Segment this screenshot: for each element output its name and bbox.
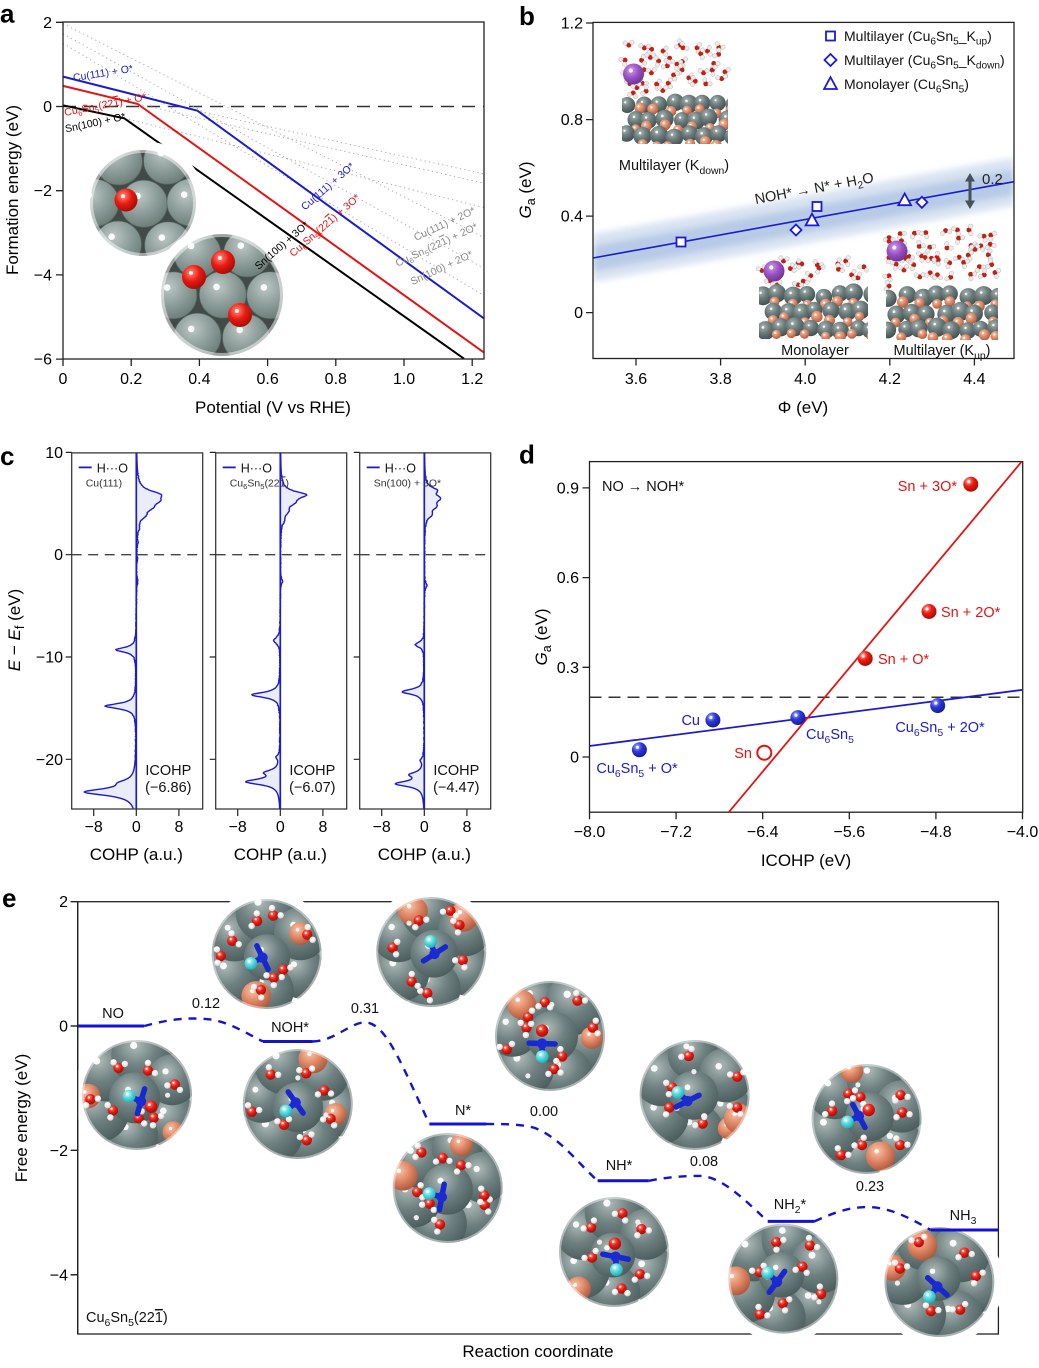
svg-text:−4: −4 — [50, 1267, 68, 1284]
svg-text:−7.2: −7.2 — [660, 824, 692, 841]
svg-text:−8: −8 — [229, 819, 247, 836]
svg-text:(−4.47): (−4.47) — [433, 780, 479, 796]
svg-text:0.8: 0.8 — [325, 371, 347, 388]
svg-text:−5.6: −5.6 — [834, 824, 866, 841]
svg-text:Formation energy (eV): Formation energy (eV) — [3, 105, 22, 275]
svg-text:−10: −10 — [36, 650, 63, 667]
svg-text:NH*: NH* — [606, 1158, 633, 1174]
svg-text:COHP (a.u.): COHP (a.u.) — [234, 845, 327, 864]
svg-text:0.2: 0.2 — [120, 371, 142, 388]
svg-text:ICOHP: ICOHP — [433, 763, 479, 779]
svg-text:Reaction coordinate: Reaction coordinate — [462, 1342, 613, 1361]
svg-text:e: e — [2, 883, 16, 913]
svg-text:−8: −8 — [85, 819, 103, 836]
svg-text:H···O: H···O — [97, 461, 129, 475]
svg-text:0: 0 — [570, 750, 579, 767]
svg-text:4.2: 4.2 — [879, 371, 901, 388]
svg-text:ICOHP: ICOHP — [289, 763, 335, 779]
svg-text:0.4: 0.4 — [561, 209, 583, 226]
svg-text:−4.0: −4.0 — [1007, 824, 1039, 841]
svg-text:8: 8 — [318, 819, 327, 836]
svg-text:Sn + 2O*: Sn + 2O* — [941, 605, 1001, 621]
svg-text:−8.0: −8.0 — [574, 824, 606, 841]
svg-text:−2: −2 — [50, 1143, 68, 1160]
svg-text:0: 0 — [59, 371, 68, 388]
svg-text:COHP (a.u.): COHP (a.u.) — [90, 845, 183, 864]
svg-text:2: 2 — [59, 894, 68, 911]
svg-text:−8: −8 — [373, 819, 391, 836]
svg-text:8: 8 — [174, 819, 183, 836]
svg-text:−20: −20 — [36, 752, 63, 769]
svg-text:E − Ef (eV): E − Ef (eV) — [5, 589, 27, 671]
svg-text:N*: N* — [455, 1103, 471, 1119]
svg-text:0.3: 0.3 — [557, 660, 579, 677]
svg-text:a: a — [0, 0, 15, 29]
svg-text:NOH*: NOH* — [271, 1020, 309, 1036]
svg-text:Cu: Cu — [681, 713, 700, 729]
svg-text:Sn + 3O*: Sn + 3O* — [898, 479, 958, 495]
svg-text:c: c — [0, 441, 14, 471]
svg-text:Sn: Sn — [734, 746, 752, 762]
svg-text:−2: −2 — [34, 183, 52, 200]
svg-text:NO: NO — [102, 1006, 124, 1022]
svg-text:Ga (eV): Ga (eV) — [516, 161, 538, 218]
svg-text:−4: −4 — [34, 267, 52, 284]
svg-text:0: 0 — [132, 819, 141, 836]
svg-text:Potential (V vs RHE): Potential (V vs RHE) — [195, 398, 351, 417]
svg-text:0.12: 0.12 — [192, 996, 220, 1012]
svg-text:Sn(100) + 3O*: Sn(100) + 3O* — [374, 477, 441, 489]
svg-text:0.8: 0.8 — [561, 112, 583, 129]
svg-text:Cu6​Sn5​(221): Cu6​Sn5​(221) — [86, 1310, 168, 1329]
svg-text:10: 10 — [45, 445, 63, 462]
svg-text:−4.8: −4.8 — [920, 824, 952, 841]
svg-text:Cu(111): Cu(111) — [86, 477, 122, 489]
svg-text:1.0: 1.0 — [393, 371, 415, 388]
svg-text:0.6: 0.6 — [256, 371, 278, 388]
svg-text:Φ (eV): Φ (eV) — [778, 398, 828, 417]
svg-text:0: 0 — [276, 819, 285, 836]
svg-text:COHP (a.u.): COHP (a.u.) — [378, 845, 471, 864]
svg-text:Cu6​Sn5​: Cu6​Sn5​ — [806, 727, 854, 746]
svg-text:−6.4: −6.4 — [747, 824, 779, 841]
svg-text:H···O: H···O — [241, 461, 273, 475]
svg-text:0.31: 0.31 — [351, 1001, 379, 1017]
svg-text:Sn + O*: Sn + O* — [878, 652, 930, 668]
svg-text:Free energy (eV): Free energy (eV) — [12, 1054, 31, 1183]
svg-text:4.4: 4.4 — [963, 371, 985, 388]
svg-text:0: 0 — [420, 819, 429, 836]
svg-text:3.8: 3.8 — [709, 371, 731, 388]
svg-text:b: b — [519, 1, 535, 31]
svg-text:−6: −6 — [34, 352, 52, 369]
svg-text:ICOHP: ICOHP — [145, 763, 191, 779]
svg-text:0.00: 0.00 — [530, 1104, 558, 1120]
svg-text:ICOHP (eV): ICOHP (eV) — [761, 851, 851, 870]
svg-text:Cu6​Sn5​ + O*: Cu6​Sn5​ + O* — [596, 761, 678, 780]
svg-text:0.2: 0.2 — [982, 171, 1003, 188]
svg-text:Cu6​Sn5​(221): Cu6​Sn5​(221) — [230, 477, 289, 491]
svg-text:0.08: 0.08 — [690, 1154, 718, 1170]
svg-text:4.0: 4.0 — [794, 371, 816, 388]
svg-text:0: 0 — [59, 1019, 68, 1036]
svg-text:0: 0 — [574, 305, 583, 322]
svg-text:Ga (eV): Ga (eV) — [532, 608, 554, 665]
svg-text:(−6.07): (−6.07) — [289, 780, 335, 796]
svg-text:(−6.86): (−6.86) — [145, 780, 191, 796]
svg-text:2: 2 — [43, 15, 52, 32]
svg-text:H···O: H···O — [385, 461, 417, 475]
svg-text:NO → NOH*: NO → NOH* — [602, 479, 685, 495]
svg-text:d: d — [519, 440, 535, 470]
svg-text:0.6: 0.6 — [557, 570, 579, 587]
svg-text:1.2: 1.2 — [461, 371, 483, 388]
svg-text:1.2: 1.2 — [561, 16, 583, 33]
svg-text:0.4: 0.4 — [188, 371, 210, 388]
svg-text:0: 0 — [43, 99, 52, 116]
svg-text:NH2​*: NH2​* — [774, 1197, 807, 1216]
svg-text:0.23: 0.23 — [856, 1179, 884, 1195]
svg-text:3.6: 3.6 — [625, 371, 647, 388]
svg-text:Monolayer: Monolayer — [781, 343, 849, 359]
svg-text:0: 0 — [54, 547, 63, 564]
svg-text:8: 8 — [462, 819, 471, 836]
svg-text:0.9: 0.9 — [557, 480, 579, 497]
